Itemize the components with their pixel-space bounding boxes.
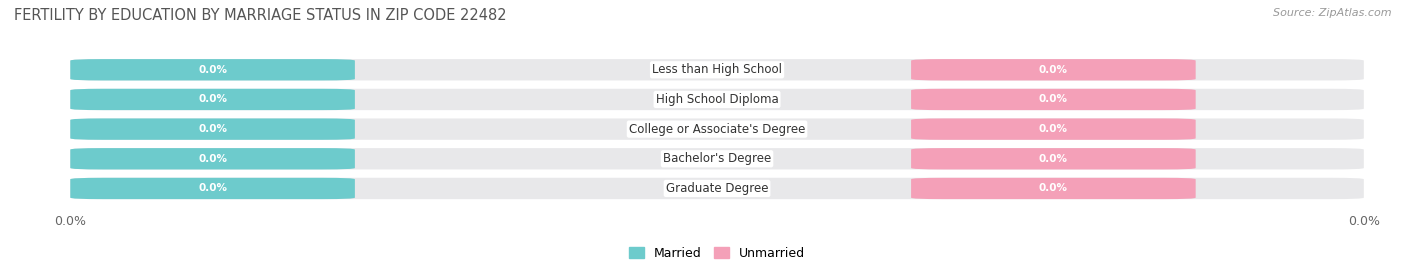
FancyBboxPatch shape xyxy=(70,148,354,169)
FancyBboxPatch shape xyxy=(70,118,354,140)
FancyBboxPatch shape xyxy=(70,178,354,199)
Legend: Married, Unmarried: Married, Unmarried xyxy=(624,242,810,265)
Text: Bachelor's Degree: Bachelor's Degree xyxy=(664,152,770,165)
Text: 0.0%: 0.0% xyxy=(1039,154,1069,164)
FancyBboxPatch shape xyxy=(911,178,1195,199)
FancyBboxPatch shape xyxy=(911,59,1195,80)
FancyBboxPatch shape xyxy=(911,89,1195,110)
FancyBboxPatch shape xyxy=(70,178,1364,199)
FancyBboxPatch shape xyxy=(70,118,1364,140)
FancyBboxPatch shape xyxy=(70,89,354,110)
FancyBboxPatch shape xyxy=(911,118,1195,140)
Text: 0.0%: 0.0% xyxy=(198,65,228,75)
Text: 0.0%: 0.0% xyxy=(1039,94,1069,104)
Text: 0.0%: 0.0% xyxy=(1039,65,1069,75)
Text: 0.0%: 0.0% xyxy=(198,154,228,164)
Text: Source: ZipAtlas.com: Source: ZipAtlas.com xyxy=(1274,8,1392,18)
FancyBboxPatch shape xyxy=(70,148,1364,169)
Text: Less than High School: Less than High School xyxy=(652,63,782,76)
Text: College or Associate's Degree: College or Associate's Degree xyxy=(628,123,806,136)
Text: 0.0%: 0.0% xyxy=(198,94,228,104)
FancyBboxPatch shape xyxy=(70,59,1364,80)
FancyBboxPatch shape xyxy=(70,89,1364,110)
Text: 0.0%: 0.0% xyxy=(1039,124,1069,134)
Text: High School Diploma: High School Diploma xyxy=(655,93,779,106)
Text: FERTILITY BY EDUCATION BY MARRIAGE STATUS IN ZIP CODE 22482: FERTILITY BY EDUCATION BY MARRIAGE STATU… xyxy=(14,8,506,23)
FancyBboxPatch shape xyxy=(70,59,354,80)
FancyBboxPatch shape xyxy=(911,148,1195,169)
Text: 0.0%: 0.0% xyxy=(198,183,228,193)
Text: 0.0%: 0.0% xyxy=(198,124,228,134)
Text: 0.0%: 0.0% xyxy=(1039,183,1069,193)
Text: Graduate Degree: Graduate Degree xyxy=(666,182,768,195)
